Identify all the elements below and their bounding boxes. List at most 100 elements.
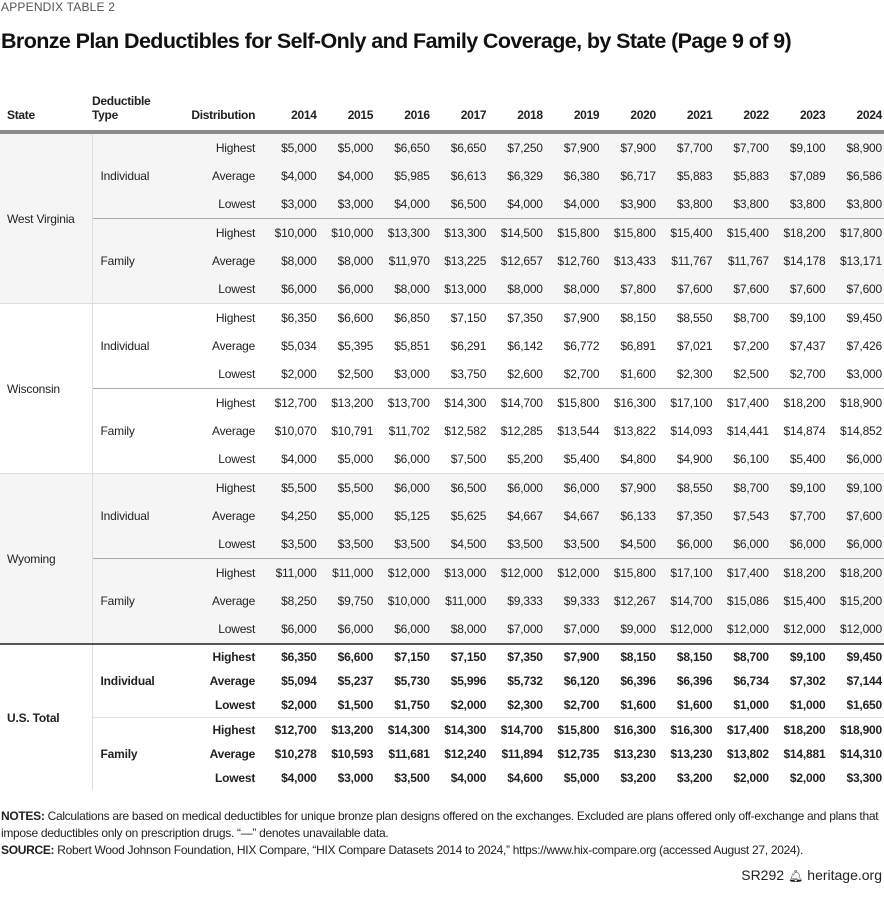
distribution-label: Average (209, 674, 256, 688)
cell-2023: $15,400 (770, 587, 828, 615)
cell-2020: $13,822 (613, 424, 656, 438)
header-year-2015: 2015 (318, 88, 376, 134)
cell-2021: $12,000 (657, 615, 715, 644)
cell-2024: $18,200 (827, 558, 884, 587)
cell-2016: $11,970 (375, 247, 432, 275)
cell-2018: $9,333 (488, 587, 545, 615)
cell-2020: $13,433 (601, 247, 658, 275)
cell-2016: $1,750 (394, 698, 430, 712)
header-deductible-type-line1: Deductible (92, 94, 151, 108)
cell-2018: $12,285 (500, 424, 543, 438)
cell-2017: $6,500 (431, 190, 489, 219)
cell-2017: $7,150 (431, 643, 489, 669)
cell-2021: $5,883 (657, 162, 715, 190)
cell-2021: $11,767 (657, 247, 715, 275)
cell-2015: $5,000 (318, 502, 376, 530)
cell-2014: $4,000 (281, 452, 317, 466)
cell-2020: $1,600 (620, 698, 656, 712)
deductible-type: Family (91, 218, 183, 304)
cell-2021: $8,550 (657, 303, 715, 332)
cell-2022: $11,767 (714, 247, 771, 275)
cell-2017: $7,500 (450, 452, 487, 466)
distribution-label: Lowest (214, 698, 256, 712)
cell-2023: $9,100 (770, 473, 828, 502)
cell-2021: $7,600 (657, 275, 715, 304)
cell-2017: $6,650 (431, 132, 489, 162)
cell-2020: $4,500 (601, 530, 658, 559)
cell-2015: $3,000 (337, 771, 374, 785)
cell-2024: $6,000 (827, 530, 884, 559)
source-text: Robert Wood Johnson Foundation, HIX Comp… (54, 843, 804, 857)
cell-2018: $12,000 (488, 558, 545, 587)
cell-2015: $6,600 (318, 303, 376, 332)
cell-2018: $14,700 (488, 388, 545, 417)
cell-2019: $3,500 (544, 530, 602, 559)
table-row: Lowest $6,000 $6,000 $8,000 $13,000 $8,000 $8,… (0, 275, 884, 304)
cell-2024: $9,450 (827, 643, 884, 669)
cell-2022: $12,000 (714, 615, 771, 644)
table-row: Family Highest $12,700 $13,200 $13,700 $14,30… (0, 388, 884, 474)
cell-2020: $12,267 (601, 587, 658, 615)
cell-2023: $2,700 (789, 367, 826, 381)
cell-2023: $7,302 (789, 674, 826, 688)
table-row: Lowest $6,000 $6,000 $6,000 $8,000 $7,000 $7,0… (0, 615, 884, 644)
header-year-2024: 2024 (827, 88, 884, 134)
cell-2018: $4,000 (488, 190, 545, 219)
cell-2024: $6,000 (846, 452, 882, 466)
cell-2024: $7,600 (827, 502, 884, 530)
heritage-link[interactable]: heritage.org (807, 867, 882, 883)
cell-2023: $9,100 (770, 132, 828, 162)
cell-2017: $13,225 (431, 247, 489, 275)
table-row: Average $5,034 $5,395 $5,851 $6,291 $6,142 $6,… (0, 332, 884, 360)
cell-2018: $12,657 (488, 247, 545, 275)
cell-2022: $17,400 (714, 388, 771, 417)
cell-2021: $2,300 (676, 367, 713, 381)
cell-2019: $4,000 (544, 190, 602, 219)
cell-2020: $9,000 (601, 615, 658, 644)
distribution-label: Lowest (182, 275, 263, 304)
deductible-type: Family (91, 558, 183, 644)
header-year-2019: 2019 (544, 88, 602, 134)
cell-2019: $5,000 (563, 771, 600, 785)
cell-2017: $13,300 (431, 218, 489, 247)
header-deductible-type-line2: Type (92, 108, 118, 122)
table-row: Average $4,000 $4,000 $5,985 $6,613 $6,329 $6,… (0, 162, 884, 190)
cell-2020: $6,133 (601, 502, 658, 530)
cell-2015: $8,000 (318, 247, 376, 275)
page-title: Bronze Plan Deductibles for Self-Only an… (1, 29, 792, 53)
cell-2023: $1,000 (789, 698, 826, 712)
cell-2015: $6,000 (318, 275, 376, 304)
cell-2023: $14,874 (783, 424, 826, 438)
cell-2016: $3,000 (394, 367, 430, 381)
cell-2021: $17,100 (657, 388, 715, 417)
table-row: Average $10,070 $10,791 $11,702 $12,582 $12,2… (0, 417, 884, 445)
cell-2018: $4,600 (507, 771, 543, 785)
cell-2019: $7,900 (544, 132, 602, 162)
source-label: SOURCE: (1, 843, 55, 857)
cell-2023: $5,400 (789, 452, 826, 466)
header-year-2022: 2022 (714, 88, 771, 134)
cell-2015: $9,750 (318, 587, 376, 615)
cell-2014: $5,000 (262, 132, 319, 162)
cell-2023: $18,200 (770, 218, 828, 247)
cell-2022: $7,600 (714, 275, 771, 304)
distribution-label: Lowest (182, 615, 263, 644)
cell-2014: $6,350 (262, 643, 319, 669)
cell-2017: $13,000 (431, 275, 489, 304)
cell-2017: $4,500 (431, 530, 489, 559)
cell-2014: $11,000 (262, 558, 319, 587)
cell-2022: $7,200 (733, 339, 769, 353)
cell-2020: $3,200 (620, 771, 656, 785)
cell-2023: $7,437 (789, 339, 826, 353)
cell-2015: $2,500 (337, 367, 374, 381)
cell-2023: $9,100 (770, 303, 828, 332)
header-year-2023: 2023 (770, 88, 828, 134)
cell-2015: $5,000 (337, 452, 374, 466)
distribution-label: Average (182, 502, 263, 530)
cell-2021: $14,093 (670, 424, 713, 438)
cell-2019: $6,380 (544, 162, 602, 190)
cell-2019: $15,800 (544, 717, 602, 742)
report-id: SR292 (741, 867, 785, 883)
notes: NOTES: Calculations are based on medical… (0, 808, 881, 859)
cell-2024: $14,310 (840, 747, 882, 761)
